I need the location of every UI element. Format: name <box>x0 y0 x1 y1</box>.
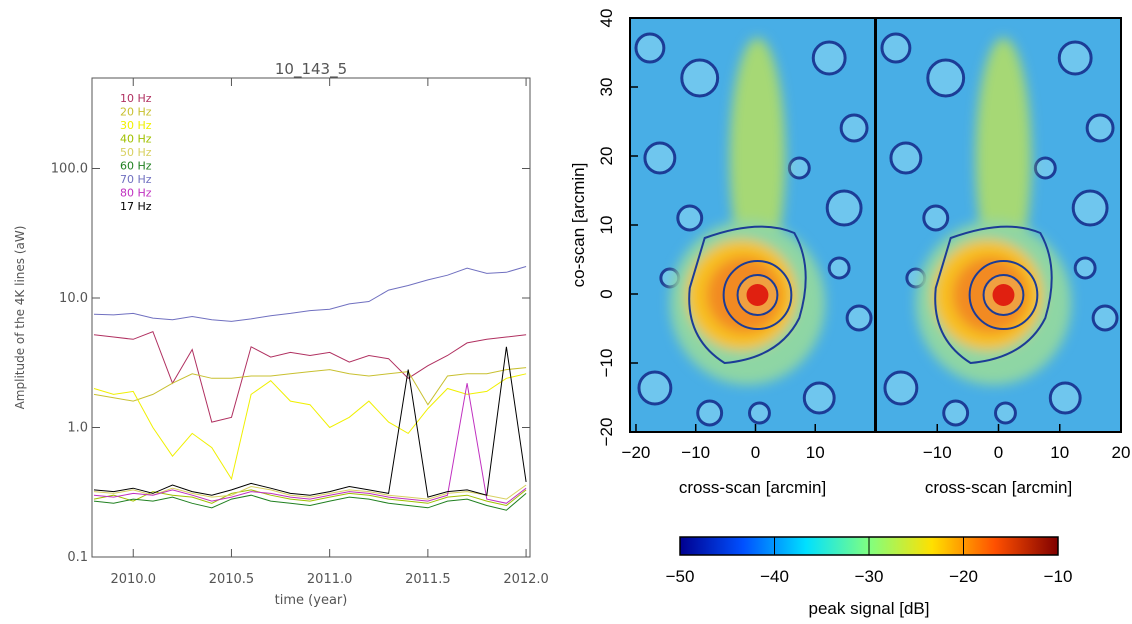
series-line <box>93 373 527 481</box>
x-tick-label: −10 <box>923 443 952 462</box>
x-tick-label: 10 <box>806 443 825 462</box>
y-axis-label: Amplitude of the 4K lines (aW) <box>13 226 27 410</box>
y-tick-label: 30 <box>597 78 616 97</box>
colorbar-tick-label: −30 <box>855 567 884 586</box>
y-tick-label: 0.1 <box>67 550 88 565</box>
legend-label: 60 Hz <box>120 160 152 173</box>
y-tick-label: 1.0 <box>67 421 88 436</box>
colorbar-label: peak signal [dB] <box>809 599 930 618</box>
legend-label: 10 Hz <box>120 92 152 105</box>
legend-label: 80 Hz <box>120 187 152 200</box>
x-tick-label: 0 <box>994 443 1003 462</box>
beam-map <box>630 18 875 432</box>
y-axis-label: co-scan [arcmin] <box>569 163 588 288</box>
x-tick-label: 2011.0 <box>307 572 353 587</box>
x-tick-label: 2012.0 <box>503 572 549 587</box>
series-line <box>93 493 527 511</box>
series-line <box>93 367 527 406</box>
legend-label: 50 Hz <box>120 146 152 159</box>
x-tick-label: −20 <box>622 443 651 462</box>
colorbar-tick-label: −40 <box>760 567 789 586</box>
colorbar-tick-label: −20 <box>949 567 978 586</box>
legend-label: 30 Hz <box>120 119 152 132</box>
x-tick-label: 20 <box>1112 443 1131 462</box>
beam-map <box>876 18 1121 432</box>
y-tick-label: 0 <box>597 289 616 298</box>
x-tick-label: 2011.5 <box>405 572 451 587</box>
series-line <box>93 484 527 500</box>
legend-label: 20 Hz <box>120 106 152 119</box>
x-axis-label: cross-scan [arcmin] <box>679 478 826 497</box>
series-line <box>93 266 527 322</box>
x-tick-label: 0 <box>751 443 760 462</box>
panel-frame <box>875 17 1122 433</box>
series-line <box>93 489 527 507</box>
series-line <box>93 383 527 504</box>
y-tick-label: 10.0 <box>59 291 88 306</box>
legend-label: 70 Hz <box>120 173 152 186</box>
x-axis-label: time (year) <box>275 593 348 608</box>
chart-title: 10_143_5 <box>275 60 347 79</box>
series-line <box>93 346 527 498</box>
x-axis-label: cross-scan [arcmin] <box>925 478 1072 497</box>
y-tick-label: −20 <box>597 418 616 447</box>
x-tick-label: 2010.0 <box>110 572 156 587</box>
y-tick-label: −10 <box>597 349 616 378</box>
colorbar-tick-label: −50 <box>666 567 695 586</box>
x-tick-label: 10 <box>1050 443 1069 462</box>
x-tick-label: −10 <box>681 443 710 462</box>
x-tick-label: 2010.5 <box>209 572 255 587</box>
colorbar-tick-label: −10 <box>1044 567 1073 586</box>
legend-label: 40 Hz <box>120 133 152 146</box>
y-tick-label: 20 <box>597 147 616 166</box>
legend-label: 17 Hz <box>120 200 152 213</box>
series-line <box>93 330 527 423</box>
y-tick-label: 10 <box>597 216 616 235</box>
y-tick-label: 100.0 <box>51 162 88 177</box>
y-tick-label: 40 <box>597 9 616 28</box>
plot-frame <box>91 77 531 558</box>
